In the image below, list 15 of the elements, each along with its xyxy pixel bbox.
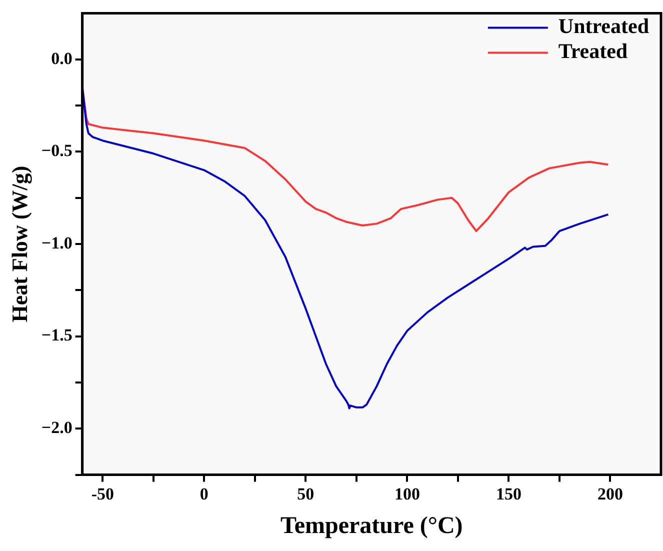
y-tick-label: −0.5 — [41, 141, 72, 160]
legend-label: Treated — [558, 39, 628, 64]
y-axis-title: Heat Flow (W/g) — [6, 166, 32, 322]
y-tick-label: −1.0 — [41, 233, 72, 252]
x-tick-label: 50 — [297, 484, 314, 504]
x-tick-label: 100 — [394, 484, 420, 504]
x-tick-label: 200 — [597, 484, 623, 504]
x-tick-label: 150 — [496, 484, 522, 504]
x-tick-label: 0 — [200, 484, 208, 504]
legend-label: Untreated — [558, 14, 650, 38]
x-axis-title: Temperature (°C) — [280, 512, 463, 539]
y-tick-label: 0.0 — [51, 48, 72, 68]
x-tick-label: -50 — [91, 484, 114, 504]
y-tick-label: −2.0 — [41, 418, 72, 438]
y-tick-label: −1.5 — [41, 326, 72, 345]
